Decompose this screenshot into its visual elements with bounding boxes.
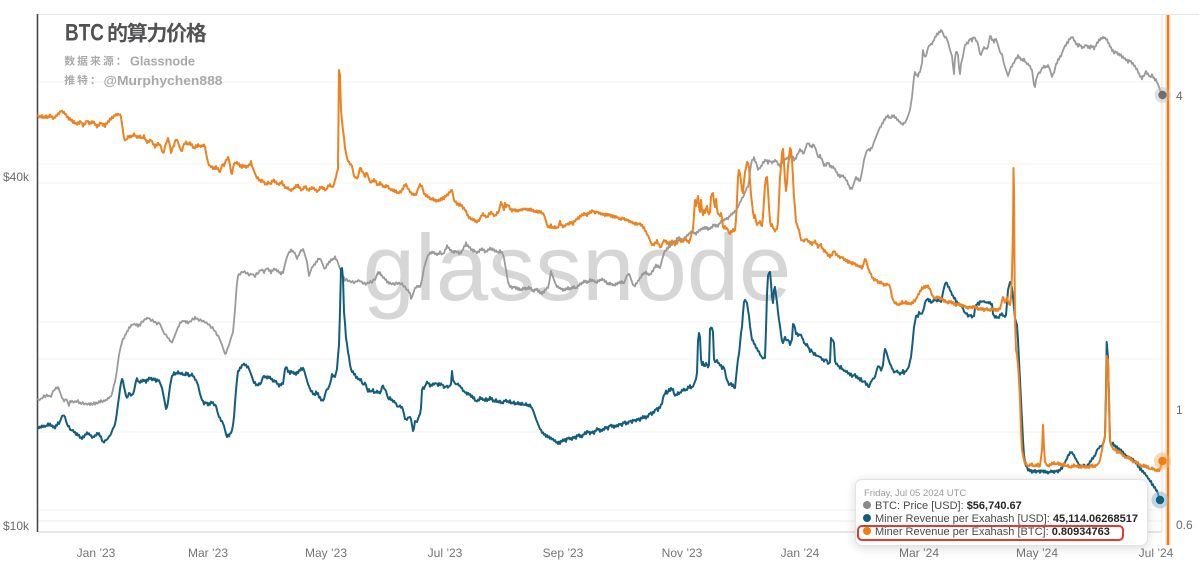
svg-text:glassnode: glassnode [363, 215, 792, 320]
svg-text:@Murphychen888: @Murphychen888 [104, 74, 223, 88]
svg-text:Glassnode: Glassnode [130, 54, 195, 68]
svg-text:BTC: BTC [65, 20, 104, 47]
